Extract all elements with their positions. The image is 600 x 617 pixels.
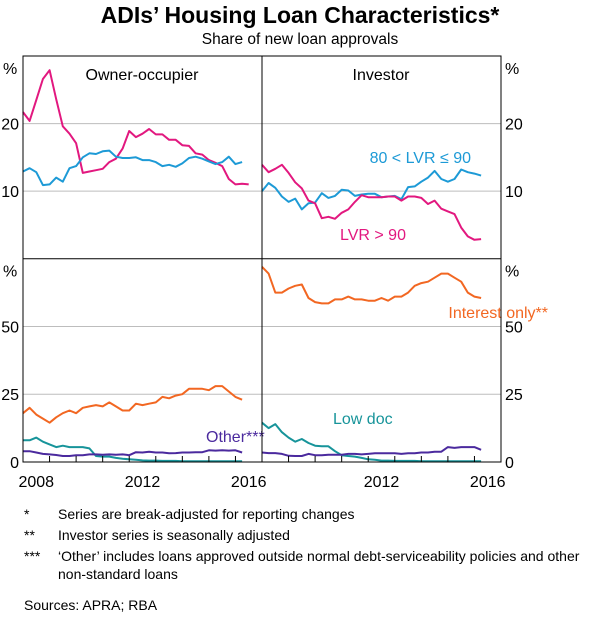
y-tick-label: 10 — [1, 184, 19, 201]
footnote-mark: * — [24, 506, 30, 522]
x-tick-label: 2016 — [231, 474, 267, 491]
footnotes: * Series are break-adjusted for reporting… — [24, 505, 594, 586]
chart-subtitle: Share of new loan approvals — [201, 31, 399, 48]
series-label: Other*** — [206, 429, 265, 446]
y-unit-label: % — [3, 61, 17, 78]
series-label: LVR > 90 — [340, 227, 406, 244]
y-tick-label: 20 — [505, 117, 523, 134]
footnote-text: Investor series is seasonally adjusted — [58, 527, 290, 543]
footnote-text: ‘Other’ includes loans approved outside … — [58, 548, 580, 582]
series-line-lvr_80_90 — [22, 149, 243, 187]
series-line-interest_only — [261, 266, 482, 305]
footnote: ** Investor series is seasonally adjusted — [24, 526, 594, 544]
series-line-interest_only — [22, 385, 243, 424]
series-label: Low doc — [333, 411, 393, 428]
footnote: * Series are break-adjusted for reporting… — [24, 505, 594, 523]
footnote-text: Series are break-adjusted for reporting … — [58, 506, 355, 522]
y-unit-label: % — [505, 264, 519, 281]
series-line-low_doc — [261, 421, 482, 463]
footnote: *** ‘Other’ includes loans approved outsi… — [24, 547, 594, 583]
series-line-other — [23, 449, 243, 457]
series-line-lvr_gt_90 — [261, 163, 482, 241]
x-tick-label: 2008 — [18, 474, 54, 491]
series-label: 80 < LVR ≤ 90 — [370, 150, 472, 167]
y-tick-label: 0 — [10, 455, 19, 472]
series-line-lvr_80_90 — [261, 168, 482, 211]
footnote-mark: *** — [24, 548, 41, 564]
x-tick-label: 2016 — [470, 474, 506, 491]
sources: Sources: APRA; RBA — [24, 597, 158, 613]
y-tick-label: 10 — [505, 184, 523, 201]
x-tick-label: 2012 — [364, 474, 400, 491]
y-tick-label: 20 — [1, 117, 19, 134]
footnote-mark: ** — [24, 527, 35, 543]
y-tick-label: 50 — [505, 319, 523, 336]
y-tick-label: 50 — [1, 319, 19, 336]
y-tick-label: 0 — [505, 455, 514, 472]
chart: 10 20% Owner-occupier 10 20% Investor 80 < LVR… — [1, 55, 548, 491]
panel-title: Owner-occupier — [86, 67, 200, 84]
series-label: Interest only** — [448, 305, 548, 322]
chart-title: ADIs’ Housing Loan Characteristics* — [100, 2, 500, 28]
y-tick-label: 25 — [505, 387, 523, 404]
y-tick-label: 25 — [1, 387, 19, 404]
y-unit-label: % — [505, 61, 519, 78]
y-unit-label: % — [3, 264, 17, 281]
series-line-lvr_gt_90 — [22, 69, 249, 186]
series-line-low_doc — [23, 436, 243, 463]
panel-title: Investor — [353, 67, 411, 84]
series-line-other — [261, 446, 482, 457]
x-tick-label: 2012 — [125, 474, 161, 491]
